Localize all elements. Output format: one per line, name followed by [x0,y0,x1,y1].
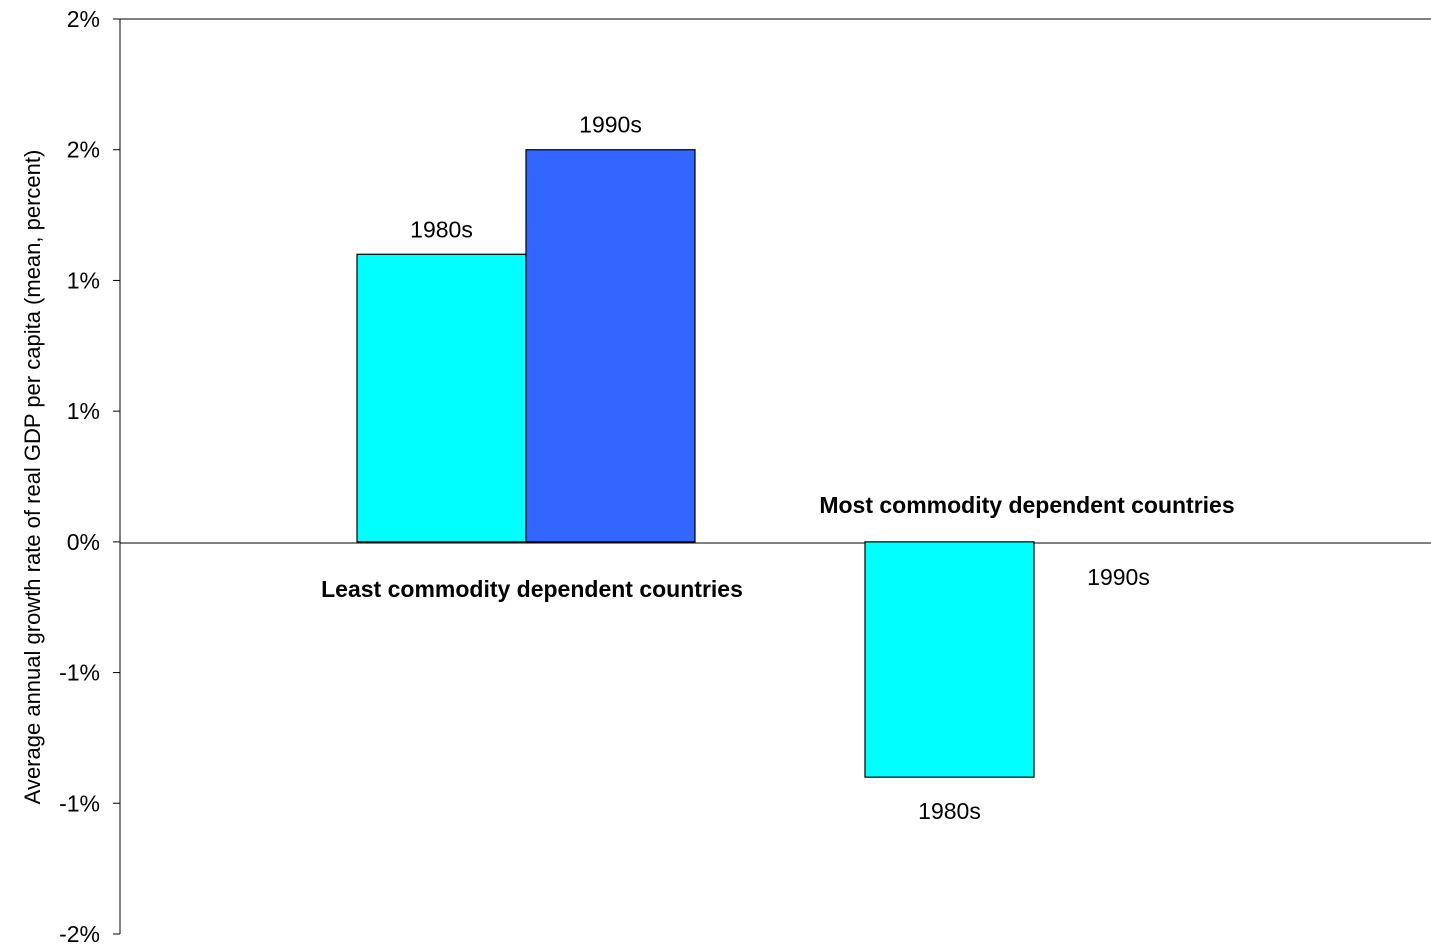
y-axis-ticks: -2% -1% -1% 0% 1% 1% 2% 2% [59,6,120,946]
bar [525,149,696,543]
y-tick-label: 2% [67,137,100,163]
category-label: Least commodity dependent countries [321,576,743,602]
y-tick-label: 1% [67,267,100,293]
category-label: Most commodity dependent countries [819,492,1234,518]
y-axis-title: Average annual growth rate of real GDP p… [20,150,45,805]
bars-group [356,149,1035,778]
y-tick-label: -2% [59,921,100,946]
bar-label: 1980s [918,798,981,824]
y-tick-label: -1% [59,660,100,686]
y-tick-label: 2% [67,6,100,32]
bar-label: 1990s [1087,564,1150,590]
y-tick-label: 0% [67,529,100,555]
labels-group: 1980s 1990s 1980s 1990s Least commodity depe… [321,112,1235,824]
y-tick-label: -1% [59,790,100,816]
bar [356,253,527,543]
bar-label: 1990s [579,112,642,138]
y-tick-label: 1% [67,398,100,424]
bar-label: 1980s [410,216,473,242]
plot-area [119,18,1431,934]
bar [864,541,1035,778]
